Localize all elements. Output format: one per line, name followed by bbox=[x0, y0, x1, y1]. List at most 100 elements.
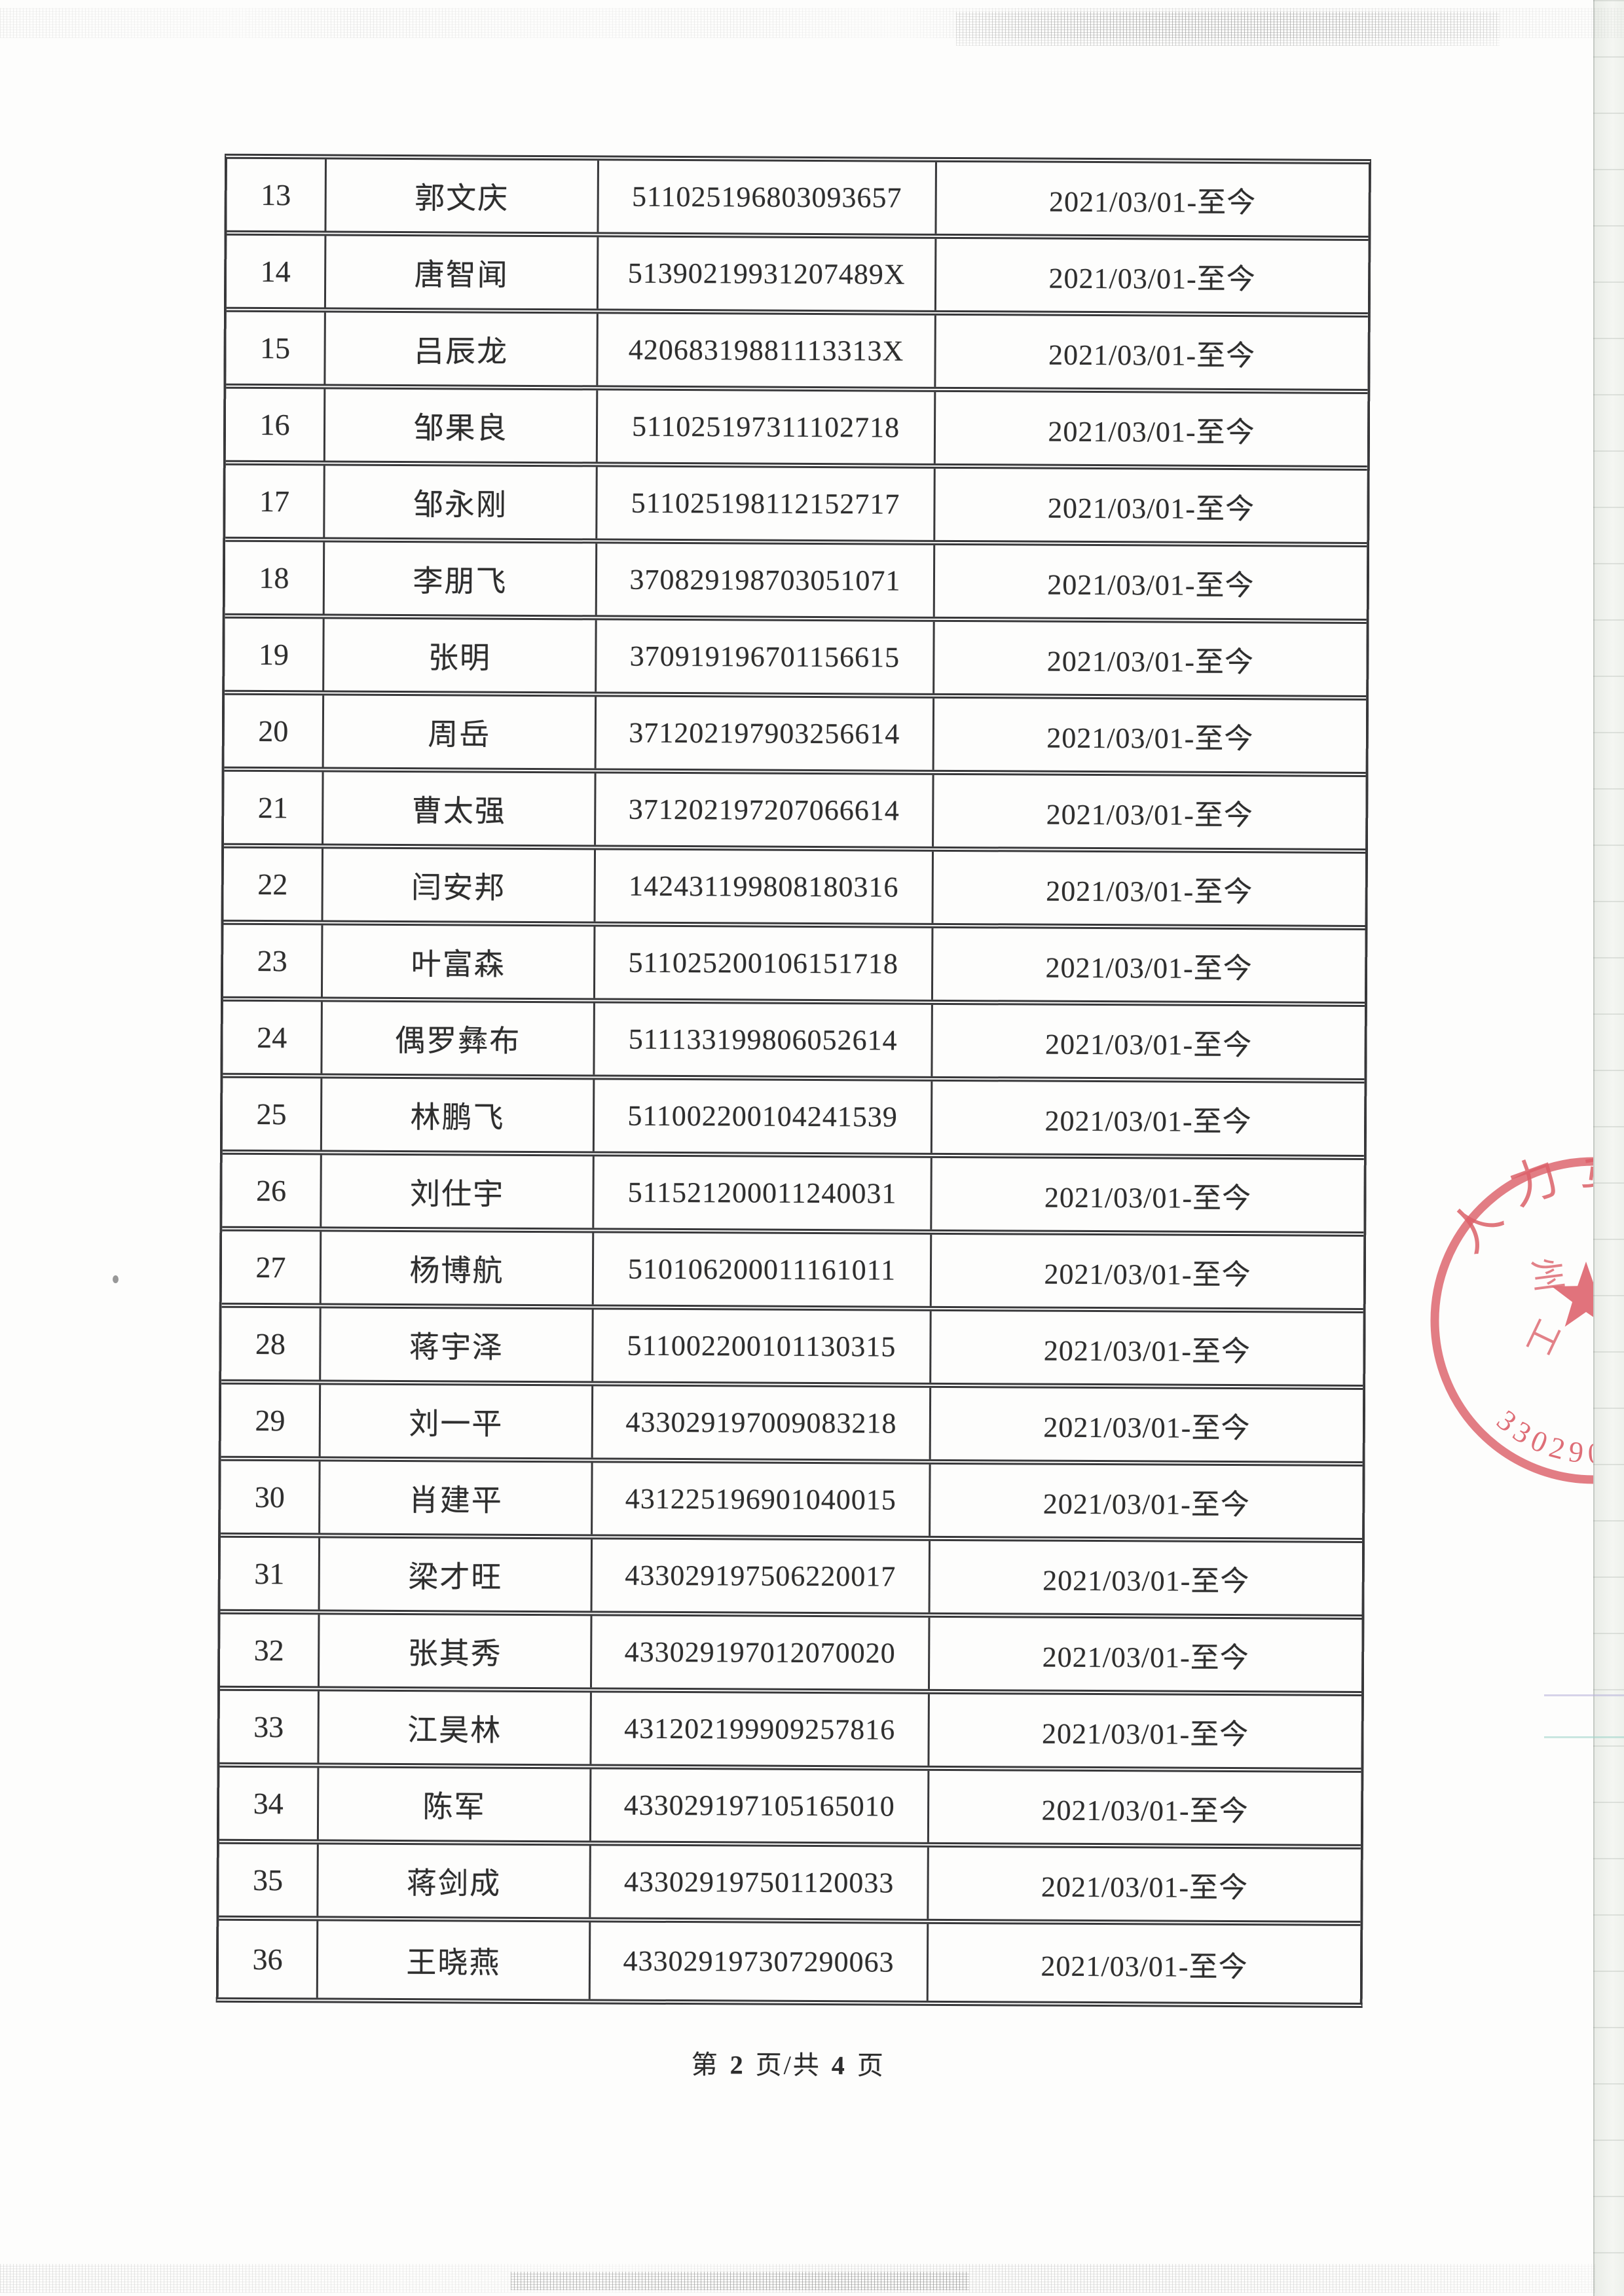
row-number-cell: 24 bbox=[223, 1001, 323, 1074]
footer-page-number: 2 bbox=[729, 2050, 745, 2080]
id-number-cell: 433029197009083218 bbox=[593, 1386, 932, 1459]
id-number-cell: 511025198112152717 bbox=[597, 467, 936, 540]
row-number-cell: 35 bbox=[219, 1844, 319, 1916]
id-number-cell: 370919196701156615 bbox=[597, 620, 935, 693]
name-cell: 王晓燕 bbox=[318, 1921, 591, 1999]
scanner-edge-strip bbox=[1593, 0, 1624, 2296]
table-row: 28 蒋宇泽 511002200101130315 2021/03/01-至今 bbox=[221, 1307, 1363, 1390]
table-row: 15 吕辰龙 42068319881113313X 2021/03/01-至今 bbox=[226, 312, 1368, 394]
row-number-cell: 18 bbox=[225, 541, 325, 614]
table-row: 32 张其秀 433029197012070020 2021/03/01-至今 bbox=[219, 1614, 1362, 1696]
footer-prefix: 第 bbox=[691, 2050, 720, 2080]
name-cell: 江昊林 bbox=[319, 1691, 592, 1764]
period-cell: 2021/03/01-至今 bbox=[1043, 1487, 1250, 1521]
scanner-noise-band-top bbox=[0, 8, 1624, 38]
table-row: 17 邹永刚 511025198112152717 2021/03/01-至今 bbox=[225, 465, 1367, 547]
period-cell: 2021/03/01-至今 bbox=[1044, 1181, 1252, 1214]
scanner-noise-band-bottom-dense bbox=[511, 2272, 969, 2290]
scanner-noise-band-top-dense bbox=[956, 12, 1500, 46]
id-number-cell: 371202197903256614 bbox=[596, 697, 935, 770]
name-cell: 陈军 bbox=[318, 1768, 592, 1841]
id-number-cell: 433029197501120033 bbox=[591, 1846, 929, 1919]
id-number-cell: 433029197012070020 bbox=[591, 1616, 931, 1689]
period-cell: 2021/03/01-至今 bbox=[1043, 1564, 1250, 1597]
footer-suffix: 页 bbox=[857, 2050, 885, 2081]
table-row: 18 李朋飞 370829198703051071 2021/03/01-至今 bbox=[225, 541, 1367, 624]
table-row: 26 刘仕宇 511521200011240031 2021/03/01-至今 bbox=[222, 1154, 1364, 1237]
row-number-cell: 27 bbox=[221, 1231, 322, 1303]
period-cell: 2021/03/01-至今 bbox=[1045, 951, 1253, 985]
name-cell: 曹太强 bbox=[323, 772, 597, 845]
name-cell: 李朋飞 bbox=[324, 542, 598, 615]
period-cell: 2021/03/01-至今 bbox=[1041, 1794, 1249, 1827]
scan-speck bbox=[113, 1275, 119, 1283]
id-number-cell: 511133199806052614 bbox=[595, 1003, 933, 1076]
period-cell: 2021/03/01-至今 bbox=[1044, 1258, 1251, 1291]
id-number-cell: 431202199909257816 bbox=[591, 1692, 930, 1766]
row-number-cell: 34 bbox=[219, 1767, 320, 1840]
row-number-cell: 17 bbox=[225, 465, 325, 538]
period-cell: 2021/03/01-至今 bbox=[1041, 1950, 1248, 1983]
name-cell: 唐智闻 bbox=[325, 236, 599, 309]
period-cell: 2021/03/01-至今 bbox=[1047, 568, 1255, 602]
name-cell: 林鹏飞 bbox=[322, 1078, 595, 1152]
row-number-cell: 13 bbox=[227, 158, 327, 231]
id-number-cell: 370829198703051071 bbox=[597, 543, 936, 617]
row-number-cell: 30 bbox=[221, 1461, 321, 1533]
star-icon bbox=[1551, 1262, 1595, 1327]
name-cell: 张明 bbox=[324, 619, 597, 692]
scan-artifact-line bbox=[1544, 1736, 1624, 1738]
id-number-cell: 371202197207066614 bbox=[596, 773, 934, 847]
id-number-cell: 511025200106151718 bbox=[595, 926, 934, 1000]
table-row: 35 蒋剑成 433029197501120033 2021/03/01-至今 bbox=[219, 1844, 1361, 1926]
period-cell: 2021/03/01-至今 bbox=[1046, 798, 1253, 831]
page-footer: 第 2 页/共 4 页 bbox=[0, 2040, 1585, 2085]
row-number-cell: 20 bbox=[224, 695, 325, 767]
table-row: 34 陈军 433029197105165010 2021/03/01-至今 bbox=[219, 1767, 1361, 1850]
row-number-cell: 22 bbox=[223, 848, 324, 920]
scan-artifact-line bbox=[1544, 1694, 1624, 1696]
table-row: 25 林鹏飞 511002200104241539 2021/03/01-至今 bbox=[222, 1078, 1365, 1160]
name-cell: 刘仕宇 bbox=[322, 1155, 595, 1228]
table-row: 22 闫安邦 142431199808180316 2021/03/01-至今 bbox=[223, 848, 1366, 930]
row-number-cell: 19 bbox=[225, 618, 325, 691]
seal-ring bbox=[1430, 1157, 1595, 1484]
table-row: 27 杨博航 510106200011161011 2021/03/01-至今 bbox=[221, 1231, 1364, 1313]
id-number-cell: 511025197311102718 bbox=[597, 390, 936, 464]
period-cell: 2021/03/01-至今 bbox=[1043, 1411, 1251, 1444]
name-cell: 吕辰龙 bbox=[325, 312, 599, 386]
table-row: 14 唐智闻 51390219931207489X 2021/03/01-至今 bbox=[226, 235, 1369, 318]
name-cell: 邹果良 bbox=[325, 389, 599, 462]
name-cell: 郭文庆 bbox=[326, 159, 599, 232]
table-row: 16 邹果良 511025197311102718 2021/03/01-至今 bbox=[225, 388, 1368, 471]
id-number-cell: 511521200011240031 bbox=[594, 1156, 932, 1230]
name-cell: 杨博航 bbox=[321, 1231, 595, 1305]
seal-top-text: 人力资 bbox=[1441, 1150, 1595, 1263]
id-number-cell: 433029197506220017 bbox=[592, 1539, 931, 1613]
row-number-cell: 26 bbox=[222, 1154, 322, 1227]
row-number-cell: 16 bbox=[225, 388, 326, 461]
name-cell: 闫安邦 bbox=[323, 848, 597, 922]
row-number-cell: 28 bbox=[221, 1307, 322, 1380]
table-row: 21 曹太强 371202197207066614 2021/03/01-至今 bbox=[224, 771, 1366, 854]
id-number-cell: 511002200101130315 bbox=[593, 1309, 932, 1383]
period-cell: 2021/03/01-至今 bbox=[1044, 1028, 1253, 1061]
table-row: 24 偶罗彝布 511133199806052614 2021/03/01-至今 bbox=[223, 1001, 1365, 1084]
period-cell: 2021/03/01-至今 bbox=[1048, 338, 1256, 372]
name-cell: 叶富森 bbox=[322, 925, 596, 998]
name-cell: 周岳 bbox=[323, 695, 597, 769]
id-number-cell: 51390219931207489X bbox=[598, 237, 937, 310]
name-cell: 张其秀 bbox=[319, 1614, 593, 1688]
footer-total-pages: 4 bbox=[831, 2050, 847, 2081]
row-number-cell: 15 bbox=[226, 312, 326, 384]
row-number-cell: 36 bbox=[218, 1920, 319, 1998]
name-cell: 梁才旺 bbox=[320, 1538, 593, 1611]
name-cell: 蒋宇泽 bbox=[321, 1308, 594, 1381]
name-cell: 蒋剑成 bbox=[318, 1844, 591, 1918]
roster-table: 13 郭文庆 511025196803093657 2021/03/01-至今 14 唐智… bbox=[215, 153, 1372, 2008]
table-row: 30 肖建平 431225196901040015 2021/03/01-至今 bbox=[221, 1461, 1363, 1543]
seal-left-text: 州工 bbox=[1509, 1256, 1570, 1380]
row-number-cell: 21 bbox=[224, 771, 324, 844]
